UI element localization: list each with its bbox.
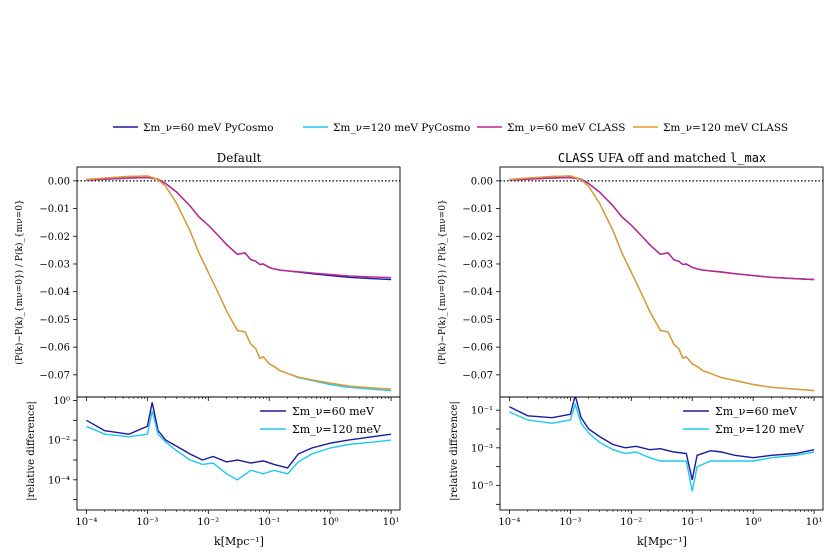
- right-top-ytick-label: −0.03: [462, 259, 493, 270]
- left-top-ytick-label: −0.03: [39, 259, 70, 270]
- left-bottom-xtick-label: 10⁻³: [136, 517, 158, 528]
- left-top-series-line-2: [86, 176, 392, 279]
- figure-legend: Σm_ν=60 meV PyCosmo Σm_ν=120 meV PyCosmo…: [113, 122, 788, 134]
- left-top-ytick-label: −0.06: [39, 343, 70, 354]
- left-top-series-line-1: [86, 175, 392, 392]
- right-bottom-xtick-label: 10⁻¹: [681, 517, 703, 528]
- right-top-axes: 0.00 −0.01 −0.02 −0.03 −0.04 −0.05 −0.06 −0.07: [462, 166, 824, 401]
- left-bottom-axes: 10⁰ 10⁻² 10⁻⁴ 10⁻⁴ 10⁻³ 10⁻² 10⁻¹ 10⁰ 10¹ Σm_ν=60…: [48, 396, 401, 528]
- left-bottom-ytick-label: 10⁰: [53, 396, 70, 407]
- legend-entry-120-class: Σm_ν=120 meV CLASS: [633, 122, 788, 134]
- right-top-series-line-2: [509, 176, 815, 281]
- right-bottom-xtick-label: 10⁻⁴: [498, 517, 520, 528]
- left-top-ylabel: (P(k)−P(k)_{mν=0}) / P(k)_{mν=0}: [14, 199, 25, 364]
- left-top-axes: 0.00 −0.01 −0.02 −0.03 −0.04 −0.05 −0.06 −0.07: [39, 166, 401, 401]
- right-top-ytick-label: 0.00: [471, 176, 493, 187]
- left-top-ytick-label: −0.05: [39, 315, 70, 326]
- left-top-ytick-label: 0.00: [48, 176, 70, 187]
- left-top-ytick-label: −0.01: [39, 204, 70, 215]
- legend-entry-120-pycosmo: Σm_ν=120 meV PyCosmo: [303, 122, 470, 134]
- left-xlabel: k[Mpc⁻¹]: [214, 535, 264, 548]
- left-bottom-ylabel: |relative difference|: [26, 401, 37, 501]
- left-top-frame: [76, 166, 401, 398]
- left-top-ytick-label: −0.07: [39, 370, 70, 381]
- right-bottom-series-line-0: [509, 397, 815, 480]
- left-top-series-group: [86, 175, 392, 392]
- legend-label-60-class: Σm_ν=60 meV CLASS: [507, 122, 625, 134]
- left-bottom-legend-label: Σm_ν=60 meV: [292, 405, 375, 418]
- right-top-series-line-1: [509, 175, 815, 392]
- right-title-middle: UFA off and matched: [594, 151, 730, 165]
- right-bottom-ylabel: |relative difference|: [449, 401, 460, 501]
- right-top-ytick-label: −0.05: [462, 315, 493, 326]
- plot-area: 0.00 −0.01 −0.02 −0.03 −0.04 −0.05 −0.06 −0.07 1…: [39, 166, 824, 528]
- right-top-ytick-label: −0.02: [462, 232, 493, 243]
- right-bottom-ytick-label: 10⁻³: [471, 443, 493, 454]
- left-bottom-xtick-label: 10⁰: [322, 517, 339, 528]
- left-top-ytick-label: −0.04: [39, 287, 70, 298]
- right-top-ytick-label: −0.01: [462, 204, 493, 215]
- legend-entry-60-pycosmo: Σm_ν=60 meV PyCosmo: [113, 122, 274, 134]
- right-top-ylabel: (P(k)−P(k)_{mν=0}) / P(k)_{mν=0}: [437, 199, 448, 364]
- right-top-ytick-label: −0.07: [462, 370, 493, 381]
- left-bottom-series-line-0: [86, 402, 392, 469]
- left-top-ytick-label: −0.02: [39, 232, 70, 243]
- left-bottom-xtick-label: 10⁻²: [197, 517, 219, 528]
- right-bottom-ytick-label: 10⁻¹: [471, 406, 493, 417]
- right-bottom-frame: [499, 396, 824, 511]
- right-bottom-xtick-label: 10¹: [806, 517, 823, 528]
- legend-label-120-pycosmo: Σm_ν=120 meV PyCosmo: [333, 122, 470, 134]
- right-bottom-legend-label: Σm_ν=120 meV: [715, 423, 805, 436]
- legend-label-60-pycosmo: Σm_ν=60 meV PyCosmo: [143, 122, 274, 134]
- right-top-series-group: [509, 175, 815, 392]
- right-top-frame: [499, 166, 824, 398]
- right-top-ytick-label: −0.06: [462, 343, 493, 354]
- right-title-lmax: l_max: [730, 151, 766, 165]
- right-top-ytick-label: −0.04: [462, 287, 493, 298]
- left-bottom-xtick-label: 10⁻⁴: [75, 517, 97, 528]
- left-panel-title: Default: [217, 151, 262, 165]
- left-bottom-ytick-label: 10⁻⁴: [48, 475, 70, 486]
- left-bottom-xtick-label: 10¹: [383, 517, 400, 528]
- left-bottom-legend-label: Σm_ν=120 meV: [292, 423, 382, 436]
- right-bottom-series-group: [509, 397, 815, 492]
- right-bottom-xtick-label: 10⁻²: [620, 517, 642, 528]
- legend-entry-60-class: Σm_ν=60 meV CLASS: [477, 122, 625, 134]
- left-bottom-series-group: [86, 402, 392, 481]
- left-top-series-line-3: [86, 175, 392, 390]
- right-bottom-legend-label: Σm_ν=60 meV: [715, 405, 798, 418]
- legend-label-120-class: Σm_ν=120 meV CLASS: [663, 122, 788, 134]
- right-bottom-xtick-label: 10⁰: [745, 517, 762, 528]
- right-xlabel: k[Mpc⁻¹]: [637, 535, 687, 548]
- right-title-class: CLASS: [558, 151, 594, 165]
- right-bottom-xtick-label: 10⁻³: [559, 517, 581, 528]
- right-bottom-ytick-label: 10⁻⁵: [471, 481, 493, 492]
- right-bottom-axes: 10⁻¹ 10⁻³ 10⁻⁵ 10⁻⁴ 10⁻³ 10⁻² 10⁻¹ 10⁰ 10¹ Σm_ν=6…: [471, 396, 824, 528]
- right-top-series-line-0: [509, 176, 815, 281]
- left-bottom-series-line-1: [86, 410, 392, 481]
- right-panel-title: CLASS UFA off and matched l_max: [558, 151, 766, 165]
- right-top-series-line-3: [509, 175, 815, 392]
- right-bottom-series-line-1: [509, 402, 815, 492]
- left-bottom-ytick-label: 10⁻²: [48, 436, 70, 447]
- left-top-series-line-0: [86, 176, 392, 281]
- left-bottom-xtick-label: 10⁻¹: [258, 517, 280, 528]
- left-bottom-frame: [76, 396, 401, 511]
